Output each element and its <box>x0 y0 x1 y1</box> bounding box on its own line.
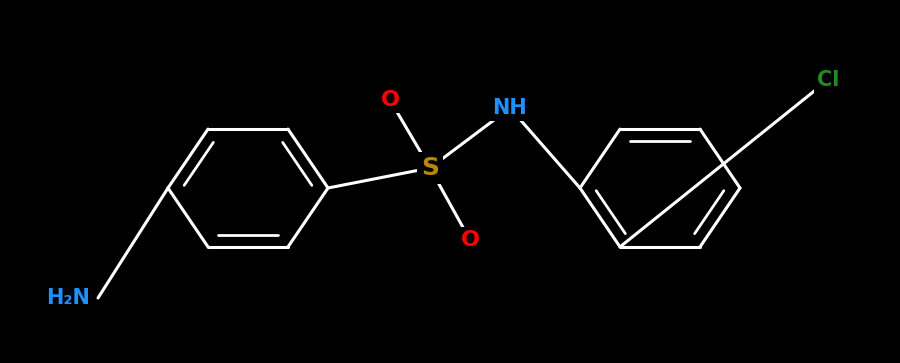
Text: H₂N: H₂N <box>46 288 90 308</box>
Text: S: S <box>421 156 439 180</box>
Text: O: O <box>381 90 400 110</box>
Text: Cl: Cl <box>817 70 839 90</box>
Text: O: O <box>461 230 480 250</box>
Text: NH: NH <box>492 98 527 118</box>
